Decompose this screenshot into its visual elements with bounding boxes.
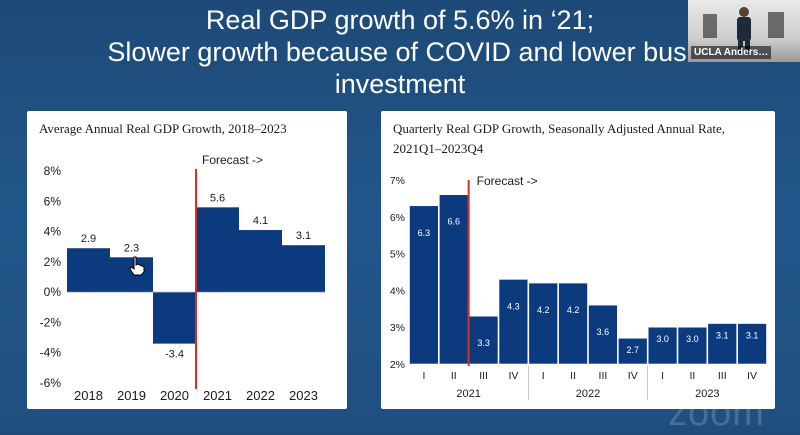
y-tick-label: 8%	[44, 164, 62, 178]
slide-title: Real GDP growth of 5.6% in ‘21; Slower g…	[0, 4, 800, 100]
x-quarter-label: I	[542, 370, 545, 382]
x-quarter-label: IV	[508, 370, 518, 382]
participant-name: UCLA Anders…	[691, 46, 772, 59]
bar	[439, 194, 469, 365]
x-category-label: 2019	[117, 388, 146, 403]
x-quarter-label: II	[451, 370, 457, 382]
data-label: 2.3	[124, 242, 139, 254]
bar	[677, 326, 708, 365]
bar	[528, 282, 558, 365]
annual-gdp-chart: -6% -4% -2% 0% 2% 4% 6% 8% 2.9 2018 2.3 2019 -3.4 202…	[40, 153, 325, 403]
y-tick-label: 2%	[44, 255, 62, 269]
x-category-label: 2022	[246, 388, 275, 403]
x-quarter-label: I	[661, 370, 664, 382]
bar	[618, 337, 648, 365]
x-category-label: 2020	[160, 388, 189, 403]
slide-title-line-2: Slower growth because of COVID and lower…	[107, 37, 693, 67]
data-label: 4.1	[253, 215, 268, 227]
y-tick-label: 0%	[44, 285, 62, 299]
data-label: 3.1	[716, 331, 729, 341]
forecast-label: Forecast ->	[202, 153, 263, 167]
y-tick-label: 6%	[390, 212, 405, 224]
data-label: 6.6	[447, 217, 460, 227]
x-year-label: 2023	[695, 388, 719, 400]
bar	[647, 326, 678, 365]
bar	[588, 304, 618, 365]
x-quarter-label: II	[689, 370, 695, 382]
y-tick-label: -2%	[40, 315, 62, 329]
x-year-label: 2021	[456, 388, 480, 400]
x-quarter-label: I	[422, 370, 425, 382]
y-tick-label: 5%	[390, 249, 405, 261]
bar	[239, 230, 282, 293]
x-quarter-label: III	[599, 370, 608, 382]
data-label: 4.3	[507, 301, 520, 311]
slide-title-line-1: Real GDP growth of 5.6% in ‘21;	[205, 5, 595, 35]
data-label: 4.2	[567, 305, 580, 315]
bar	[707, 323, 737, 365]
y-tick-label: 2%	[390, 359, 405, 371]
annual-chart-title: Average Annual Real GDP Growth, 2018–202…	[39, 121, 287, 136]
quarterly-chart-title-line-2: 2021Q1–2023Q4	[393, 141, 484, 156]
x-category-label: 2018	[74, 388, 103, 403]
participant-video-tile[interactable]: UCLA Anders…	[688, 0, 800, 62]
quarterly-chart-title: Quarterly Real GDP Growth, Seasonally Ad…	[393, 119, 725, 159]
bar	[498, 279, 529, 365]
data-label: 3.3	[477, 338, 490, 348]
x-year-label: 2022	[576, 388, 600, 400]
bar	[67, 248, 110, 293]
bar	[409, 205, 439, 365]
bar	[282, 245, 325, 293]
hand-cursor-icon	[129, 256, 145, 276]
data-label: 3.0	[686, 334, 699, 344]
bar	[153, 292, 196, 344]
data-label: 5.6	[210, 192, 225, 204]
bar	[737, 323, 767, 365]
y-tick-label: 7%	[390, 175, 405, 187]
zoom-watermark: zoom	[668, 392, 765, 434]
slide-title-line-3: investment	[334, 69, 466, 99]
data-label: 2.9	[81, 233, 96, 245]
x-quarter-label: III	[479, 370, 488, 382]
x-quarter-label: IV	[747, 370, 757, 382]
data-label: 3.1	[746, 331, 759, 341]
bar	[196, 207, 239, 293]
x-quarter-label: III	[718, 370, 727, 382]
data-label: 3.6	[597, 327, 610, 337]
forecast-label: Forecast ->	[477, 174, 538, 188]
bar	[558, 282, 588, 365]
x-category-label: 2023	[289, 388, 318, 403]
y-tick-label: 3%	[390, 322, 405, 334]
data-label: 2.7	[626, 345, 639, 355]
data-label: 3.1	[296, 230, 311, 242]
y-tick-label: -4%	[40, 346, 62, 360]
y-tick-label: 4%	[390, 285, 405, 297]
x-quarter-label: II	[570, 370, 576, 382]
x-category-label: 2021	[203, 388, 232, 403]
data-label: 3.0	[656, 334, 669, 344]
quarterly-gdp-chart-panel: Quarterly Real GDP Growth, Seasonally Ad…	[381, 111, 775, 409]
data-label: -3.4	[165, 349, 184, 361]
quarterly-chart-title-line-1: Quarterly Real GDP Growth, Seasonally Ad…	[393, 121, 726, 136]
bar	[110, 257, 153, 293]
data-label: 4.2	[537, 305, 550, 315]
y-tick-label: 4%	[44, 225, 62, 239]
annual-gdp-chart-panel: Average Annual Real GDP Growth, 2018–202…	[27, 111, 347, 409]
quarterly-gdp-chart: 2%3%4%5%6%7%6.3I6.6II3.3III4.3IV4.2I4.2I…	[390, 174, 767, 400]
y-tick-label: -6%	[40, 376, 62, 390]
data-label: 6.3	[418, 228, 431, 238]
x-quarter-label: IV	[628, 370, 638, 382]
y-tick-label: 6%	[44, 194, 62, 208]
